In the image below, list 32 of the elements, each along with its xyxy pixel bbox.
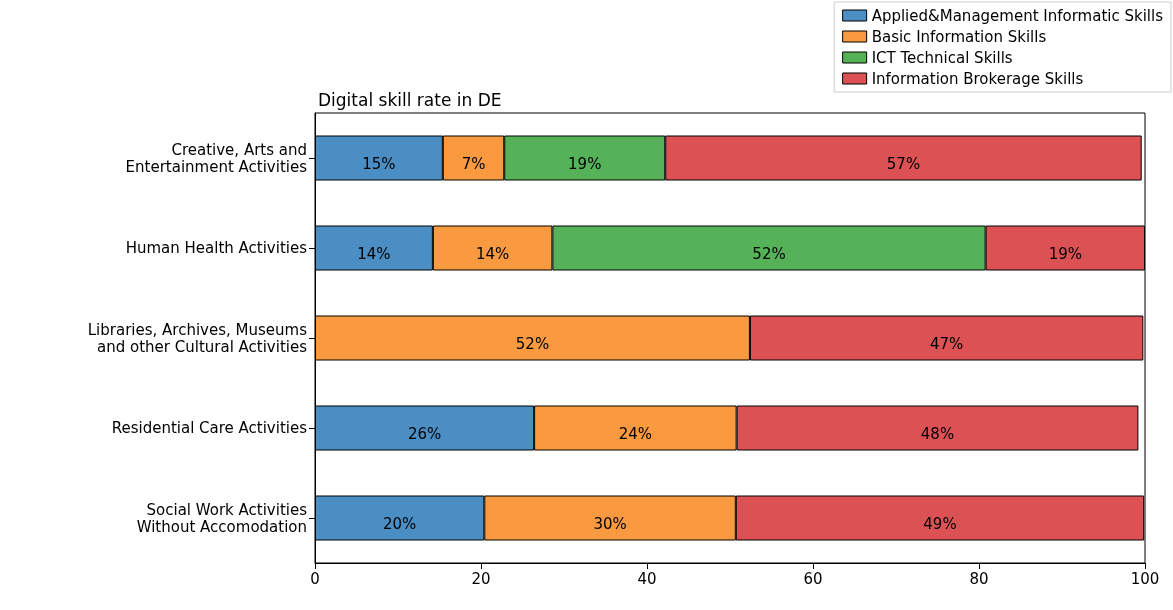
data-label: 30%	[593, 515, 627, 533]
x-tick-label: 40	[637, 569, 657, 588]
y-tick-label: Human Health Activities	[125, 239, 308, 257]
data-label: 47%	[929, 335, 964, 353]
y-tick-label: Creative, Arts and Entertainment Activities	[125, 140, 308, 176]
data-label: 24%	[618, 425, 653, 443]
y-tick-label: Social Work Activities Without Accomodation	[136, 500, 308, 536]
data-label: 52%	[752, 245, 786, 263]
x-tick-label: 80	[969, 569, 989, 588]
legend-label: Basic Information Skills	[871, 27, 1047, 46]
data-label: 57%	[886, 155, 921, 173]
x-tick-label: 0	[310, 569, 320, 588]
data-label: 48%	[920, 425, 955, 443]
x-tick-label: 60	[803, 569, 823, 588]
data-label: 26%	[407, 425, 442, 443]
y-tick-label: Residential Care Activities	[111, 419, 308, 437]
data-label: 14%	[475, 245, 510, 263]
data-label: 49%	[923, 515, 957, 533]
data-label: 19%	[1048, 245, 1082, 263]
x-tick-label: 100	[1130, 569, 1160, 588]
data-label: 52%	[515, 335, 550, 353]
y-tick-label: Libraries, Archives, Museums and other Cultural Activities	[87, 320, 308, 356]
data-label: 14%	[357, 245, 391, 263]
chart-title: Digital skill rate in DE	[318, 89, 502, 110]
data-label: 19%	[568, 155, 602, 173]
data-label: 20%	[382, 515, 417, 533]
legend-label: Applied&Management Informatic Skills	[871, 6, 1164, 25]
data-label: 7%	[461, 155, 486, 173]
data-label: 15%	[362, 155, 396, 173]
legend-label: Information Brokerage Skills	[871, 69, 1084, 88]
x-tick-label: 20	[471, 569, 491, 588]
legend-label: ICT Technical Skills	[871, 48, 1013, 67]
